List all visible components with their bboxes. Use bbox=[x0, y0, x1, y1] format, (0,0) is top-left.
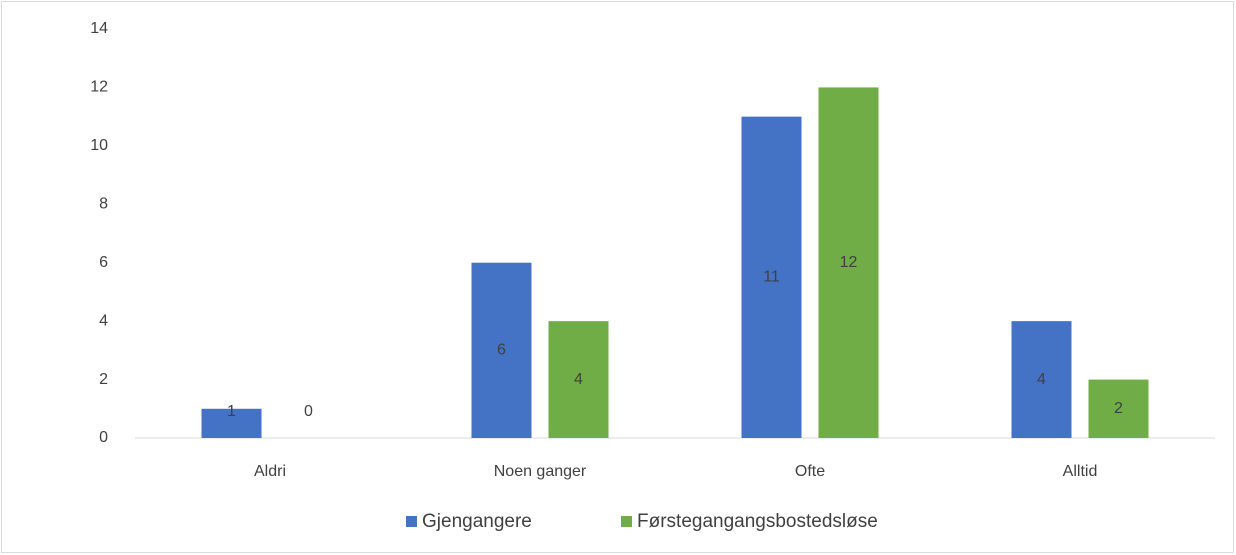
bar bbox=[548, 321, 609, 438]
bar bbox=[818, 87, 879, 438]
data-label: 6 bbox=[497, 342, 506, 359]
legend: Gjengangere Førstegangangsbostedsløse bbox=[406, 511, 878, 532]
data-label: 2 bbox=[1114, 400, 1123, 417]
legend-label: Gjengangere bbox=[422, 511, 532, 532]
y-tick-label: 12 bbox=[90, 79, 108, 96]
x-tick-label: Aldri bbox=[254, 463, 286, 480]
legend-label: Førstegangangsbostedsløse bbox=[637, 511, 878, 532]
x-tick-label: Noen ganger bbox=[494, 463, 587, 480]
y-tick-label: 10 bbox=[90, 137, 108, 154]
y-tick-label: 14 bbox=[90, 20, 108, 37]
data-label: 4 bbox=[574, 371, 583, 388]
y-tick-label: 4 bbox=[99, 312, 108, 329]
bar bbox=[1011, 321, 1072, 438]
y-tick-label: 6 bbox=[99, 254, 108, 271]
y-tick-label: 8 bbox=[99, 196, 108, 213]
bar bbox=[1088, 379, 1149, 438]
bar bbox=[741, 116, 802, 439]
data-label: 12 bbox=[840, 254, 858, 271]
data-label: 1 bbox=[227, 403, 236, 420]
x-tick-label: Alltid bbox=[1063, 463, 1098, 480]
bar bbox=[201, 408, 262, 438]
data-label: 4 bbox=[1037, 371, 1046, 388]
legend-swatch bbox=[406, 516, 417, 527]
legend-swatch bbox=[621, 516, 632, 527]
data-label: 0 bbox=[304, 403, 313, 420]
bar bbox=[471, 262, 532, 438]
y-tick-label: 0 bbox=[99, 429, 108, 446]
y-tick-label: 2 bbox=[99, 371, 108, 388]
x-tick-label: Ofte bbox=[795, 463, 825, 480]
data-label: 11 bbox=[763, 269, 780, 286]
